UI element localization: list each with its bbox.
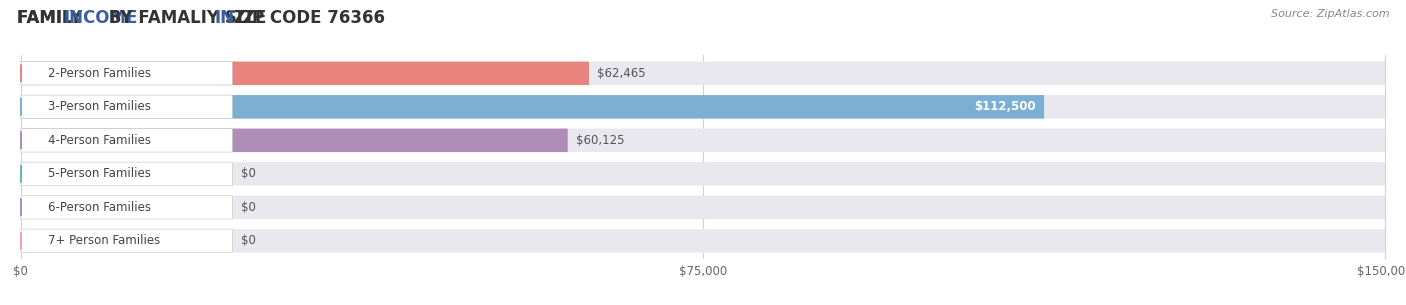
Text: 2-Person Families: 2-Person Families xyxy=(48,67,152,80)
Text: $0: $0 xyxy=(240,201,256,214)
Text: 6-Person Families: 6-Person Families xyxy=(48,201,152,214)
FancyBboxPatch shape xyxy=(21,129,232,152)
FancyBboxPatch shape xyxy=(21,129,568,152)
FancyBboxPatch shape xyxy=(21,229,1385,253)
Text: 4-Person Families: 4-Person Families xyxy=(48,134,152,147)
Text: BY FAMALIY SIZE: BY FAMALIY SIZE xyxy=(103,9,271,27)
Text: $112,500: $112,500 xyxy=(974,100,1036,113)
FancyBboxPatch shape xyxy=(21,95,232,119)
Text: $60,125: $60,125 xyxy=(576,134,624,147)
FancyBboxPatch shape xyxy=(21,62,1385,85)
Text: INCOME: INCOME xyxy=(63,9,138,27)
FancyBboxPatch shape xyxy=(21,62,232,85)
FancyBboxPatch shape xyxy=(21,162,232,185)
FancyBboxPatch shape xyxy=(21,95,1385,119)
Text: Source: ZipAtlas.com: Source: ZipAtlas.com xyxy=(1271,9,1389,19)
Text: FAMILY: FAMILY xyxy=(17,9,87,27)
Text: 5-Person Families: 5-Person Families xyxy=(48,167,152,180)
FancyBboxPatch shape xyxy=(21,129,1385,152)
Text: FAMILY: FAMILY xyxy=(17,9,87,27)
FancyBboxPatch shape xyxy=(21,62,589,85)
Text: $62,465: $62,465 xyxy=(598,67,645,80)
FancyBboxPatch shape xyxy=(21,196,232,219)
FancyBboxPatch shape xyxy=(21,229,232,253)
Text: ZIP CODE 76366: ZIP CODE 76366 xyxy=(228,9,385,27)
FancyBboxPatch shape xyxy=(21,95,1045,119)
Text: 7+ Person Families: 7+ Person Families xyxy=(48,234,160,247)
Text: $0: $0 xyxy=(240,234,256,247)
Text: $0: $0 xyxy=(240,167,256,180)
FancyBboxPatch shape xyxy=(21,162,1385,185)
Text: 3-Person Families: 3-Person Families xyxy=(48,100,152,113)
FancyBboxPatch shape xyxy=(21,196,1385,219)
Text: IN: IN xyxy=(215,9,235,27)
